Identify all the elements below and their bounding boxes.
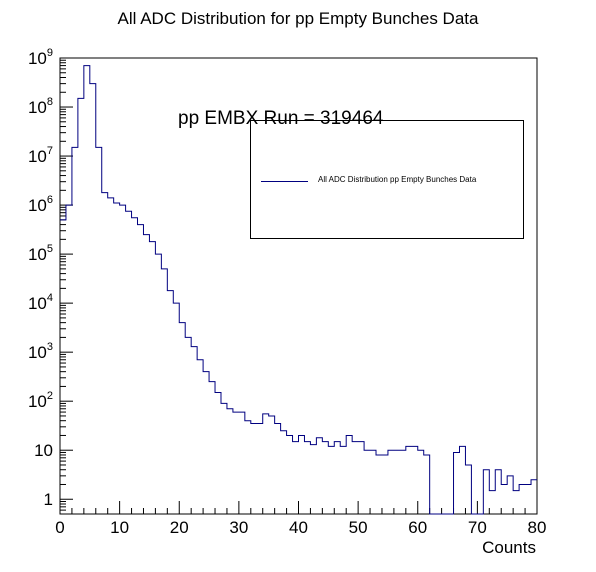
y-tick-label: 1 xyxy=(44,490,53,509)
x-tick-label: 20 xyxy=(170,518,189,537)
x-tick-label: 70 xyxy=(468,518,487,537)
x-tick-label: 0 xyxy=(55,518,64,537)
axis-ticks xyxy=(59,57,538,514)
chart-title: All ADC Distribution for pp Empty Bunche… xyxy=(117,9,479,28)
x-tick-label: 10 xyxy=(110,518,129,537)
x-tick-label: 40 xyxy=(289,518,308,537)
y-tick-label: 103 xyxy=(28,341,53,362)
legend-line-swatch xyxy=(261,181,308,182)
legend-entry-label: All ADC Distribution pp Empty Bunches Da… xyxy=(318,175,477,184)
x-axis-title: Counts xyxy=(482,538,536,557)
y-tick-label: 102 xyxy=(28,390,53,411)
y-tick-label: 106 xyxy=(28,194,53,215)
y-tick-label: 105 xyxy=(28,243,53,264)
y-tick-label: 109 xyxy=(28,47,53,68)
tick-labels: 0 10 20 30 40 50 60 70 80 1 10 102 103 104 105 106 107 10… xyxy=(28,47,547,537)
x-tick-label: 80 xyxy=(528,518,547,537)
x-tick-label: 30 xyxy=(229,518,248,537)
x-tick-label: 60 xyxy=(408,518,427,537)
run-annotation: pp EMBX Run = 319464 xyxy=(178,108,384,129)
y-tick-label: 104 xyxy=(28,292,53,313)
x-tick-label: 50 xyxy=(349,518,368,537)
histogram-series-line xyxy=(60,65,537,515)
y-tick-label: 108 xyxy=(28,96,53,117)
y-tick-label: 10 xyxy=(34,441,53,460)
legend: All ADC Distribution pp Empty Bunches Da… xyxy=(250,120,524,239)
y-tick-label: 107 xyxy=(28,145,53,166)
